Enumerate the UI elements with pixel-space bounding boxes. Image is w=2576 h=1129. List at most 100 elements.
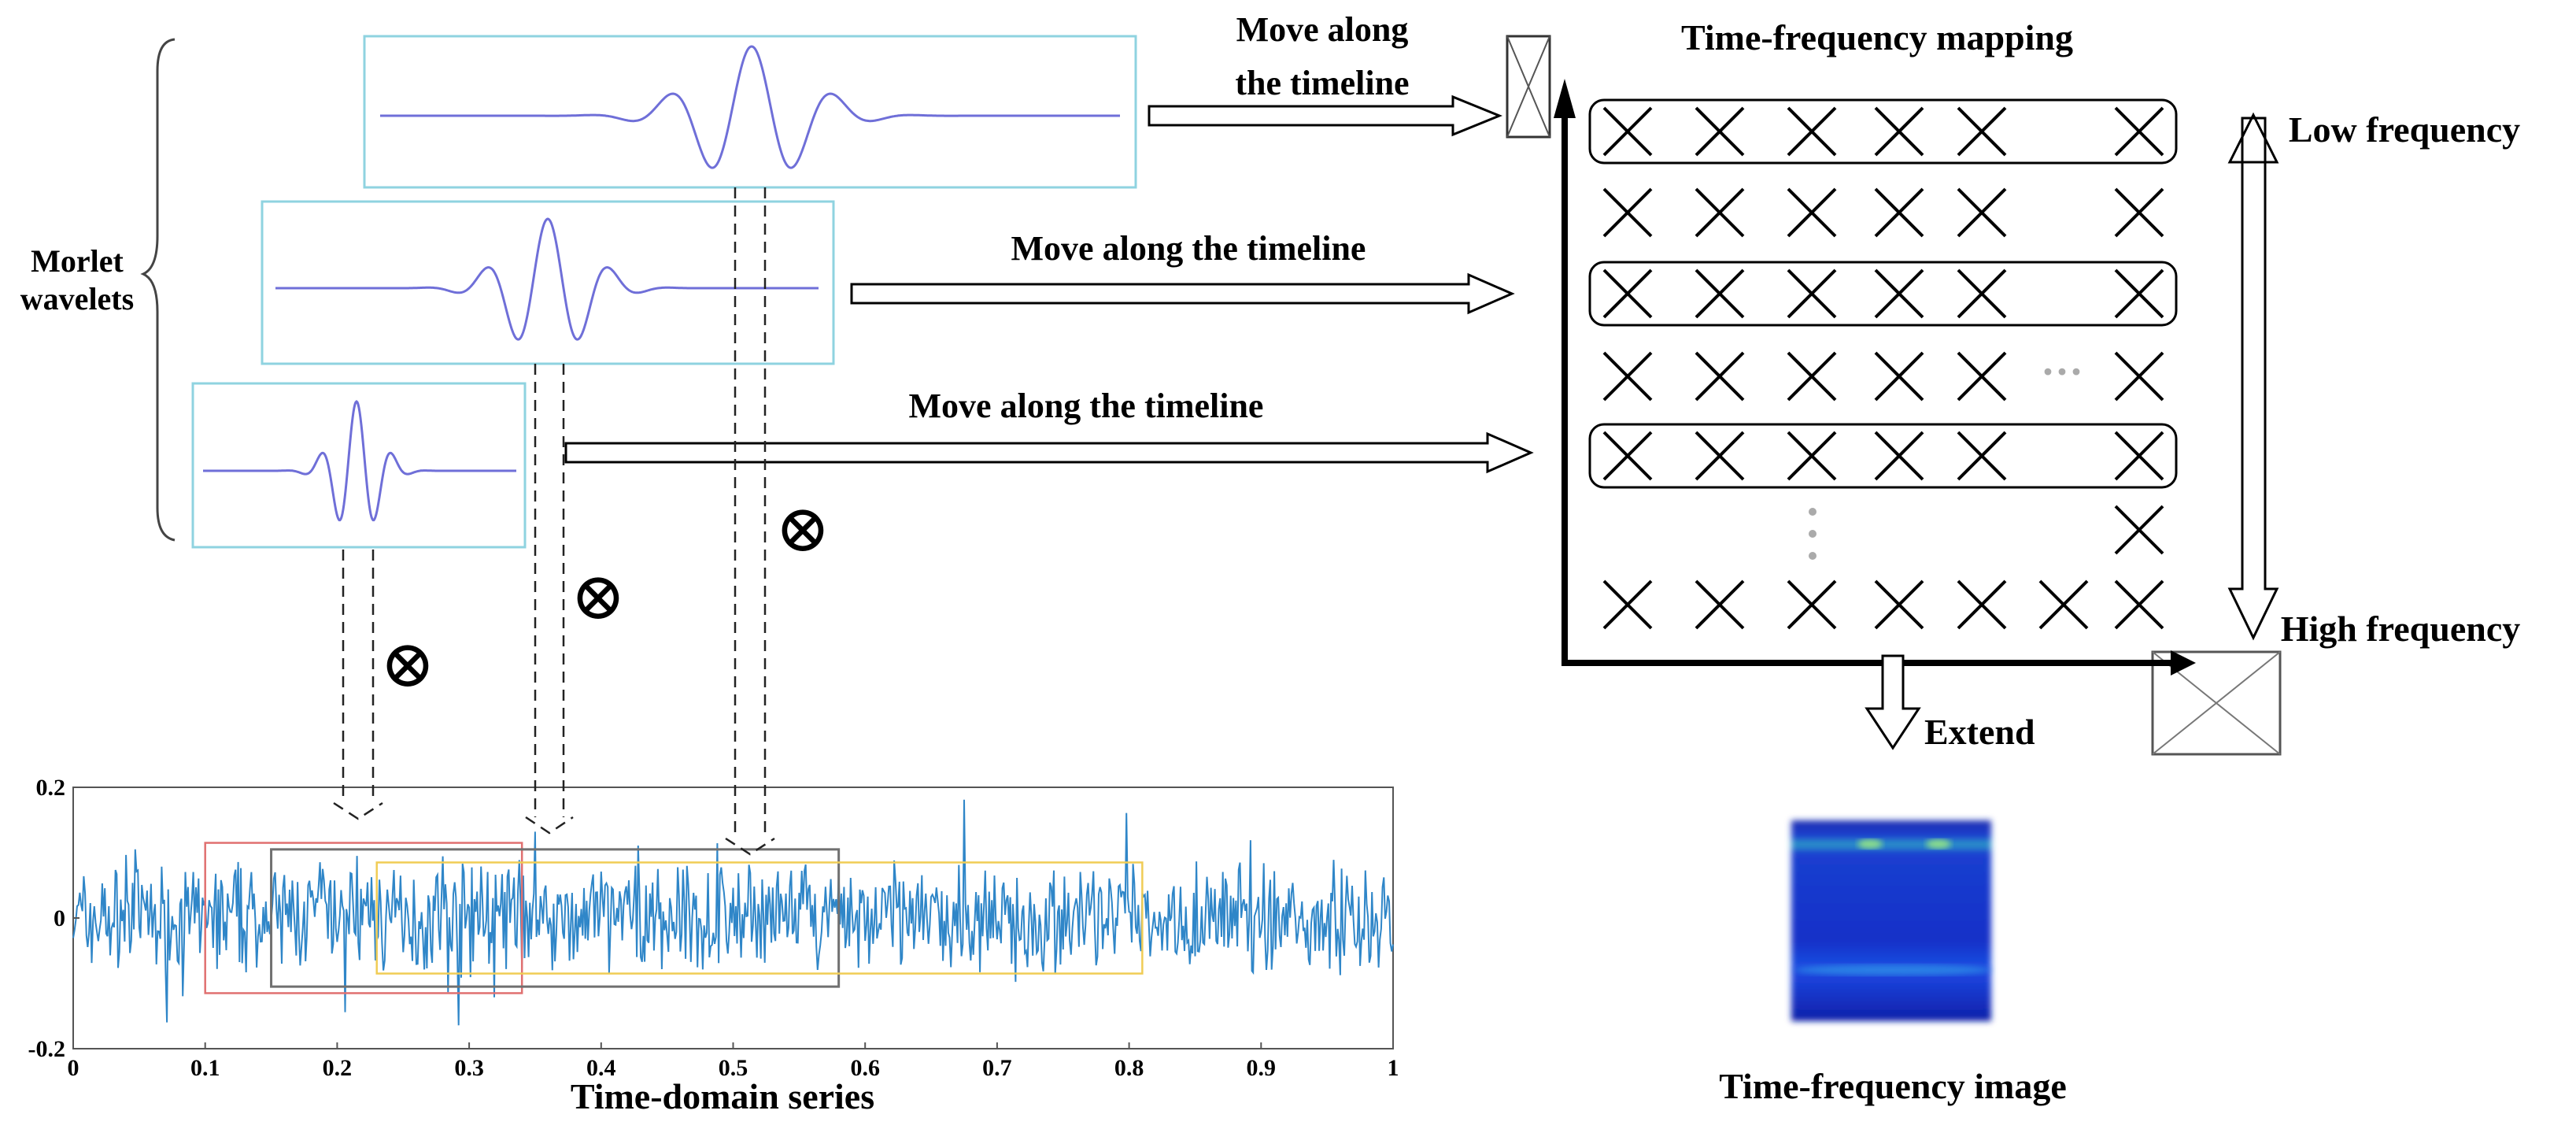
tf-cell-cross (1695, 106, 1745, 157)
y-tick-label: -0.2 (28, 1036, 66, 1062)
tf-cell-cross (1874, 268, 1924, 319)
x-axis-ticks: 0 0.1 0.2 0.3 0.4 0.5 0.6 0.7 0.8 0.9 1 (68, 1042, 1399, 1081)
tf-cell-cross (2038, 579, 2089, 630)
wavelet-box-large (363, 35, 1137, 189)
tf-cell-cross (2114, 431, 2164, 481)
morlet-brace (140, 38, 176, 542)
tf-axis-corner-head (2171, 650, 2196, 676)
morlet-label-line2: wavelets (20, 281, 134, 316)
tf-cell-cross (2114, 268, 2164, 319)
chart-frame (72, 787, 1394, 1049)
signal-window-yellow (375, 861, 1144, 975)
move-arrow-low (564, 431, 1534, 474)
tf-image (1791, 820, 1991, 1021)
tf-cell-cross (1874, 579, 1924, 630)
tf-cell-cross (1695, 268, 1745, 319)
tf-cell-cross (1695, 579, 1745, 630)
tf-row-highlight-5 (1588, 423, 2178, 489)
tf-cell-cross (1957, 106, 2007, 157)
x-tick-label: 0.5 (719, 1055, 748, 1081)
signal-window-red (204, 842, 523, 994)
tf-cell-cross (1787, 187, 1837, 238)
tf-mapping-title: Time-frequency mapping (1681, 17, 2073, 57)
tf-cell-cross (1602, 579, 1653, 630)
high-frequency-label: High frequency (2281, 609, 2521, 649)
tf-cell-cross (1874, 351, 1924, 402)
x-tick-label: 0.4 (586, 1055, 616, 1081)
x-tick-label: 0.7 (982, 1055, 1012, 1081)
tf-cell-cross (2114, 106, 2164, 157)
tf-ellipsis-vertical (1809, 508, 1817, 560)
tf-image-label: Time-frequency image (1719, 1066, 2067, 1106)
extend-label: Extend (1924, 712, 2035, 752)
tf-grid (1602, 106, 2164, 630)
tf-cell-cross (2114, 505, 2164, 555)
signal-series (72, 799, 1394, 1026)
tf-cell-cross (2114, 579, 2164, 630)
x-tick-label: 0.3 (454, 1055, 484, 1081)
move-low-label: Move along the timeline (909, 387, 1264, 425)
wavelet-box-medium (261, 200, 835, 365)
extend-arrow (1865, 654, 1921, 750)
dashed-projection-arrow (525, 364, 574, 835)
y-axis-ticks: 0.2 0 -0.2 (28, 775, 79, 1062)
move-arrow-top (1148, 94, 1502, 137)
morlet-label-line1: Morlet (31, 243, 124, 279)
wavelet-large (380, 45, 1120, 169)
tf-cell-cross (1787, 268, 1837, 319)
tf-cell-cross (1787, 351, 1837, 402)
tf-cell-cross (1787, 431, 1837, 481)
dashed-projection-arrow (725, 187, 775, 856)
tf-cell-cross (1787, 106, 1837, 157)
x-tick-label: 1 (1388, 1055, 1399, 1081)
x-tick-label: 0 (68, 1055, 79, 1081)
signal-window-gray (270, 848, 841, 988)
tf-cell-cross (1874, 187, 1924, 238)
x-tick-label: 0.2 (323, 1055, 353, 1081)
tf-ellipsis-horizontal: ··· (2041, 348, 2083, 395)
tf-cell-cross (1695, 431, 1745, 481)
dashed-projection-arrow (333, 550, 383, 820)
multiply-symbol-2: ⊗ (571, 561, 626, 634)
tf-cell-cross (1695, 351, 1745, 402)
frequency-double-arrow (2227, 112, 2279, 641)
low-frequency-label: Low frequency (2289, 109, 2520, 150)
tf-cell-cross (1787, 579, 1837, 630)
x-tick-label: 0.1 (190, 1055, 220, 1081)
tf-cell-cross (1957, 187, 2007, 238)
tf-cell-cross (1874, 106, 1924, 157)
tf-cell-cross (2114, 351, 2164, 402)
x-tick-label: 0.9 (1247, 1055, 1277, 1081)
x-axis-label: Time-domain series (571, 1076, 874, 1116)
tf-cell-cross (1957, 431, 2007, 481)
tf-cell-cross (1602, 431, 1653, 481)
multiply-symbol-1: ⊗ (380, 628, 435, 701)
tf-cell-cross (1957, 351, 2007, 402)
y-tick-label: 0.2 (36, 775, 66, 801)
move-arrow-mid (850, 272, 1515, 315)
move-top-label-line1: Move along (1236, 10, 1409, 49)
tf-axis-arrowhead (1554, 79, 1576, 118)
tf-cell-cross (1602, 106, 1653, 157)
move-top-label-line2: the timeline (1235, 64, 1409, 102)
tf-cell-cross (1874, 431, 1924, 481)
tf-row-highlight-1 (1588, 98, 2178, 165)
tf-cell-cross (1957, 268, 2007, 319)
tf-row-highlight-3 (1588, 261, 2178, 327)
move-mid-label: Move along the timeline (1011, 229, 1366, 268)
tf-cell-cross (1602, 351, 1653, 402)
multiply-symbol-3: ⊗ (775, 493, 830, 566)
wavelet-small (203, 399, 516, 522)
wavelet-medium (275, 217, 819, 341)
tf-cell-cross (1695, 187, 1745, 238)
tf-cell-cross (2114, 187, 2164, 238)
tf-cell-cross (1602, 268, 1653, 319)
frequency-double-arrow-shaft (2241, 162, 2267, 589)
crossed-box-top (1506, 35, 1551, 139)
y-tick-label: 0 (54, 905, 65, 931)
x-tick-label: 0.8 (1114, 1055, 1144, 1081)
tf-cell-cross (1957, 579, 2007, 630)
projection-arrows (333, 187, 775, 856)
